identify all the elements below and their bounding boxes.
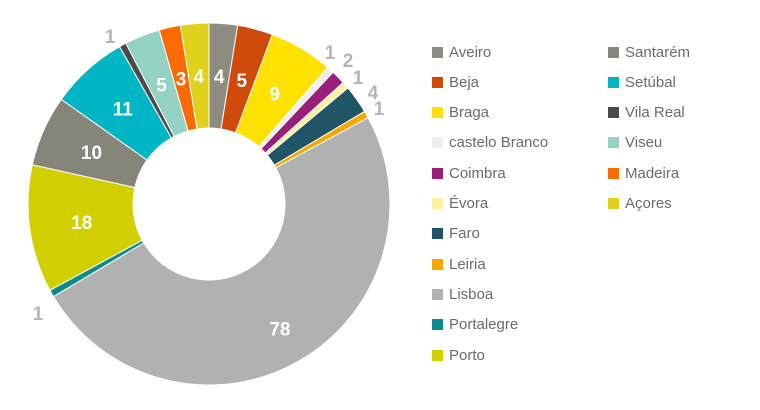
legend-item-santarem: Santarém: [608, 42, 690, 62]
value-label-setubal: 11: [113, 100, 134, 121]
value-label-portalegre: 1: [33, 304, 44, 325]
value-label-castelo-branco: 1: [325, 43, 336, 64]
value-label-santarem: 10: [81, 143, 102, 164]
legend-item-viseu: Viseu: [608, 133, 662, 153]
legend-swatch: [432, 228, 443, 240]
legend-swatch: [432, 288, 443, 300]
legend-item-portalegre: Portalegre: [432, 315, 518, 335]
legend-label: Aveiro: [449, 43, 492, 61]
legend-swatch: [432, 319, 443, 331]
legend-item-aveiro: Aveiro: [432, 42, 491, 62]
value-label-coimbra: 2: [343, 51, 354, 72]
legend-label: Leiria: [449, 255, 486, 273]
legend-label: Beja: [449, 73, 480, 91]
value-label-porto: 18: [71, 213, 92, 234]
legend-label: Santarém: [625, 43, 691, 61]
legend-swatch: [608, 46, 619, 58]
value-label-lisboa: 78: [269, 320, 290, 341]
legend-swatch: [432, 167, 443, 179]
legend-label: Braga: [449, 104, 490, 122]
legend-item-acores: Açores: [608, 194, 672, 214]
legend-swatch: [432, 258, 443, 270]
legend-label: Vila Real: [625, 104, 685, 122]
legend-swatch: [432, 349, 443, 361]
legend-label: Setúbal: [625, 73, 676, 91]
legend-item-beja: Beja: [432, 72, 479, 92]
legend-item-madeira: Madeira: [608, 163, 679, 183]
value-label-faro: 4: [368, 83, 379, 104]
legend-swatch: [608, 107, 619, 119]
legend-item-evora: Évora: [432, 194, 488, 214]
legend-label: castelo Branco: [449, 134, 549, 152]
legend-item-porto: Porto: [432, 345, 485, 365]
legend-item-lisboa: Lisboa: [432, 284, 493, 304]
slice-acores: [179, 22, 210, 130]
value-label-evora: 1: [353, 68, 364, 89]
legend-item-coimbra: Coimbra: [432, 163, 506, 183]
legend-label: Madeira: [625, 164, 680, 182]
legend-item-setubal: Setúbal: [608, 72, 676, 92]
legend-item-leiria: Leiria: [432, 254, 486, 274]
legend-label: Faro: [449, 225, 480, 243]
legend-swatch: [432, 198, 443, 209]
legend-label: Lisboa: [449, 285, 494, 303]
legend-item-castelo-branco: castelo Branco: [432, 133, 548, 153]
legend-swatch: [608, 198, 619, 209]
legend-swatch: [432, 76, 443, 88]
legend-item-faro: Faro: [432, 224, 480, 244]
value-label-braga: 9: [269, 85, 280, 106]
legend-label: Viseu: [625, 134, 663, 152]
value-label-viseu: 5: [156, 76, 167, 97]
legend-label: Portalegre: [449, 316, 519, 334]
legend-swatch: [608, 76, 619, 88]
legend-swatch: [608, 167, 619, 179]
legend-swatch: [432, 107, 443, 119]
value-label-beja: 5: [237, 71, 248, 92]
legend-label: Açores: [625, 195, 672, 212]
legend-label: Porto: [449, 346, 485, 364]
legend-swatch: [432, 137, 443, 149]
legend-swatch: [608, 137, 619, 149]
legend-label: Évora: [449, 195, 489, 212]
legend-label: Coimbra: [449, 164, 506, 182]
value-label-vila-real: 1: [105, 27, 116, 48]
value-label-leiria: 1: [374, 99, 385, 120]
value-label-madeira: 3: [176, 70, 187, 91]
value-label-acores: 4: [194, 67, 205, 88]
legend-item-vila-real: Vila Real: [608, 103, 685, 123]
value-label-aveiro: 4: [214, 67, 225, 88]
slice-lisboa: [52, 117, 391, 386]
legend-item-braga: Braga: [432, 103, 489, 123]
legend-swatch: [432, 46, 443, 58]
